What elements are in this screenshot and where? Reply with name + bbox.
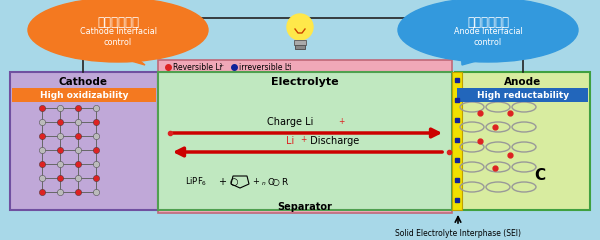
Text: O$\!\!\!\bigcirc$R: O$\!\!\!\bigcirc$R <box>267 176 289 188</box>
Polygon shape <box>461 49 502 65</box>
Text: Cathode Interfacial
control: Cathode Interfacial control <box>79 27 157 48</box>
Text: +: + <box>300 136 307 144</box>
Text: C: C <box>535 168 545 182</box>
Text: Anode: Anode <box>505 77 542 87</box>
Text: +: + <box>218 63 223 68</box>
FancyBboxPatch shape <box>158 200 452 213</box>
Text: +: + <box>338 116 344 126</box>
Ellipse shape <box>28 0 208 62</box>
Text: 負極界面制御: 負極界面制御 <box>467 16 509 29</box>
Text: High reductability: High reductability <box>477 90 569 100</box>
Text: High oxidizability: High oxidizability <box>40 90 128 100</box>
Text: LiPF$_6$: LiPF$_6$ <box>185 176 207 188</box>
Text: + $_{n}$: + $_{n}$ <box>252 176 267 188</box>
Text: +: + <box>285 63 290 68</box>
FancyBboxPatch shape <box>295 45 305 49</box>
Text: + $\bigcirc\!\!\!\!$: + $\bigcirc\!\!\!\!$ <box>218 176 239 188</box>
Text: Anode Interfacial
control: Anode Interfacial control <box>454 27 523 48</box>
FancyBboxPatch shape <box>294 40 306 45</box>
Text: Reversible Li: Reversible Li <box>173 62 222 72</box>
FancyBboxPatch shape <box>452 72 462 210</box>
Text: Li: Li <box>286 136 294 146</box>
Text: Solid Electrolyte Interphase (SEI): Solid Electrolyte Interphase (SEI) <box>395 229 521 238</box>
FancyBboxPatch shape <box>10 72 158 210</box>
Polygon shape <box>91 49 145 65</box>
Ellipse shape <box>287 14 313 40</box>
Text: Charge Li: Charge Li <box>267 117 313 127</box>
Text: Electrolyte: Electrolyte <box>271 77 339 87</box>
FancyBboxPatch shape <box>455 72 590 210</box>
Text: Cathode: Cathode <box>59 77 107 87</box>
Text: 正極界面制御: 正極界面制御 <box>97 16 139 29</box>
FancyBboxPatch shape <box>457 88 588 102</box>
Text: irreversible Li: irreversible Li <box>239 62 292 72</box>
FancyBboxPatch shape <box>158 72 452 210</box>
Text: Discharge: Discharge <box>307 136 359 146</box>
Ellipse shape <box>398 0 578 62</box>
FancyBboxPatch shape <box>12 88 156 102</box>
FancyBboxPatch shape <box>158 60 452 74</box>
Text: Separator: Separator <box>278 202 332 212</box>
